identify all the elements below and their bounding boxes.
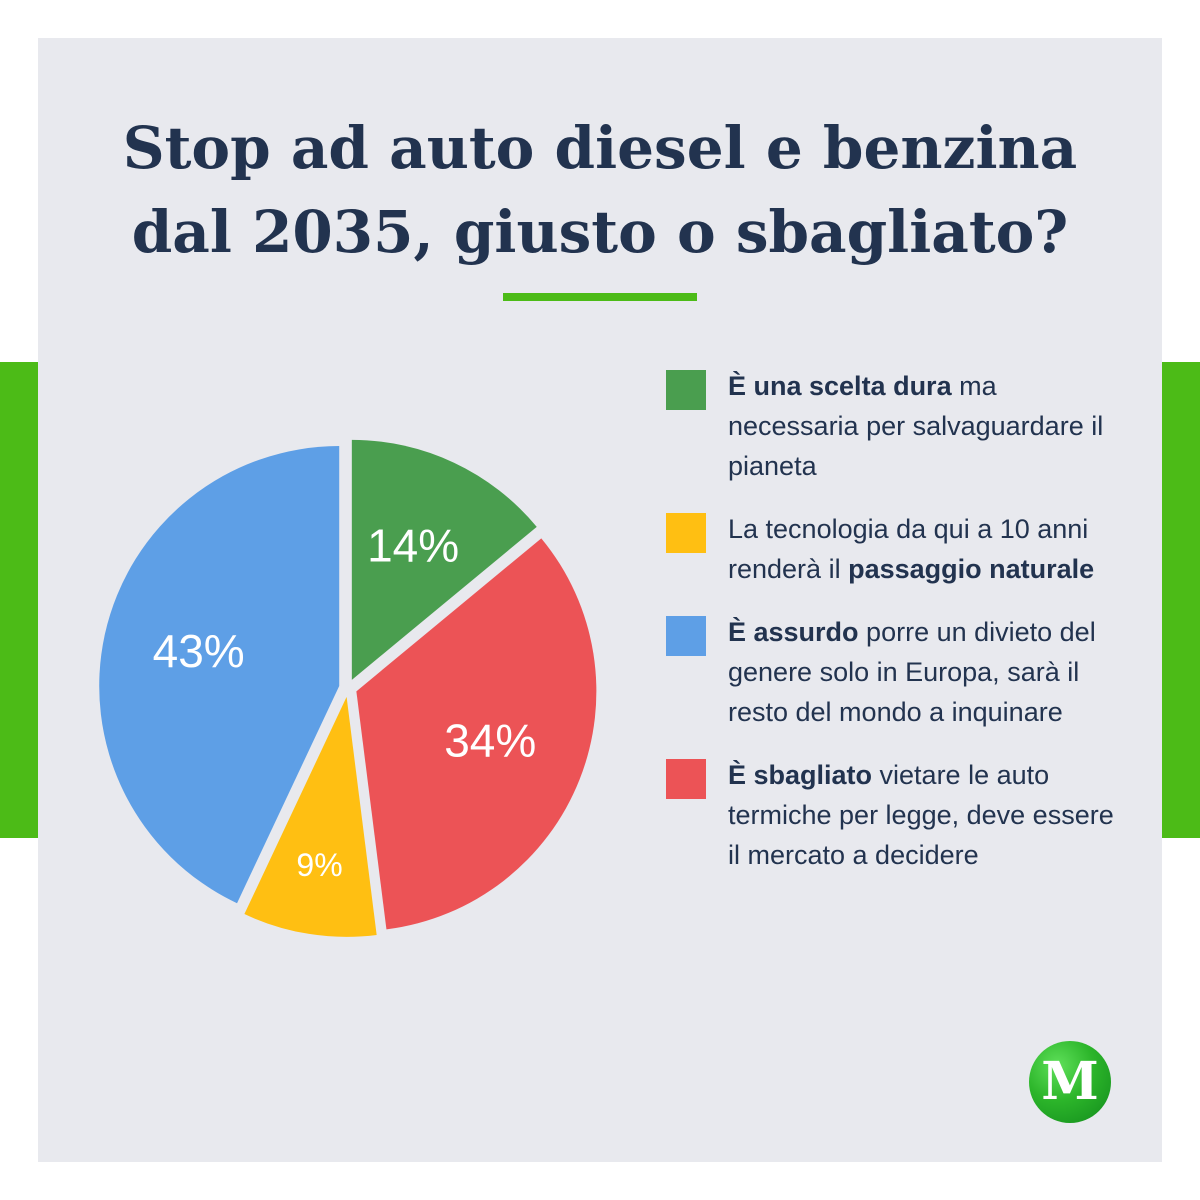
pie-chart: 14% 34% 9% 43% — [99, 439, 597, 937]
legend-label-text: ma necessaria per salvaguardare il piane… — [728, 371, 1104, 481]
legend-label-text: porre un divieto del genere solo in Euro… — [728, 617, 1096, 727]
chart-legend: È una scelta dura ma necessaria per salv… — [666, 366, 1126, 898]
legend-label-text: La tecnologia da qui a 10 anni renderà i… — [728, 514, 1089, 584]
legend-swatch — [666, 370, 706, 410]
legend-swatch — [666, 513, 706, 553]
legend-swatch — [666, 759, 706, 799]
title-line-2: dal 2035, giusto o sbagliato? — [131, 198, 1069, 266]
pie-slice-label: 43% — [153, 625, 245, 677]
legend-swatch — [666, 616, 706, 656]
legend-item: La tecnologia da qui a 10 anni renderà i… — [666, 509, 1126, 589]
legend-label: La tecnologia da qui a 10 anni renderà i… — [728, 509, 1126, 589]
title-line-1: Stop ad auto diesel e benzina — [122, 114, 1078, 182]
logo-letter: M — [1041, 1051, 1099, 1112]
pie-slice — [244, 696, 377, 937]
left-accent-bar — [0, 362, 40, 838]
pie-slice — [351, 439, 537, 680]
title-underline — [503, 293, 697, 301]
legend-label: È assurdo porre un divieto del genere so… — [728, 612, 1126, 732]
pie-slice-label: 34% — [444, 714, 536, 766]
legend-label-text: vietare le auto termiche per legge, deve… — [728, 760, 1114, 870]
legend-label-bold: È sbagliato — [728, 760, 873, 790]
legend-label: È sbagliato vietare le auto termiche per… — [728, 755, 1126, 875]
legend-item: È una scelta dura ma necessaria per salv… — [666, 366, 1126, 486]
brand-logo: M — [1029, 1041, 1111, 1123]
pie-slice — [356, 538, 597, 930]
legend-label: È una scelta dura ma necessaria per salv… — [728, 366, 1126, 486]
legend-label-bold: È assurdo — [728, 617, 859, 647]
pie-slice-label: 9% — [296, 847, 342, 883]
pie-slice — [99, 446, 340, 904]
legend-label-bold: passaggio naturale — [848, 554, 1095, 584]
legend-item: È assurdo porre un divieto del genere so… — [666, 612, 1126, 732]
infographic-card: Stop ad auto diesel e benzina dal 2035, … — [38, 38, 1162, 1162]
page-title: Stop ad auto diesel e benzina dal 2035, … — [38, 106, 1162, 274]
right-accent-bar — [1160, 362, 1200, 838]
legend-label-bold: È una scelta dura — [728, 371, 952, 401]
legend-item: È sbagliato vietare le auto termiche per… — [666, 755, 1126, 875]
pie-slice-label: 14% — [367, 520, 459, 572]
